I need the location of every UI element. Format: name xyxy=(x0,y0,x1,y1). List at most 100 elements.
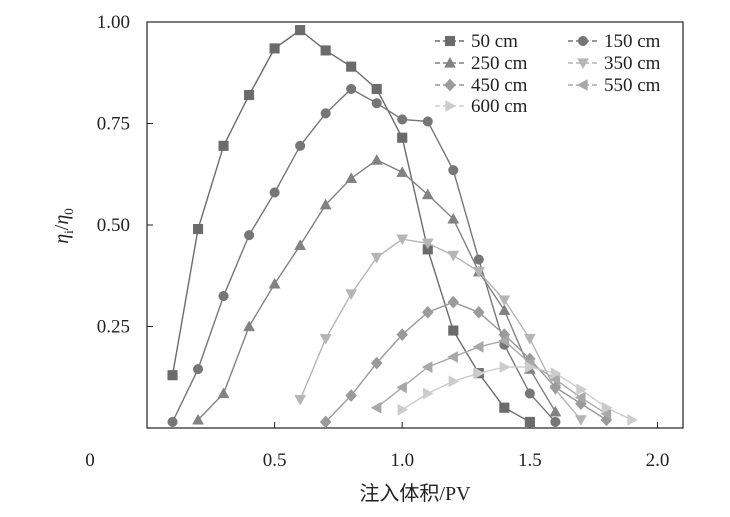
data-point xyxy=(525,361,536,374)
data-point xyxy=(192,413,204,425)
axes: 0 0.5 1.0 1.5 2.0 0.25 0.50 0.75 1.00 xyxy=(85,12,684,471)
y-axis-title-sep: / xyxy=(51,224,73,230)
data-point xyxy=(370,252,383,264)
legend-label: 150 cm xyxy=(604,31,661,52)
data-point xyxy=(269,43,280,54)
data-point xyxy=(447,351,458,363)
y-axis-title: ηi/η0 xyxy=(51,208,76,244)
data-point xyxy=(396,328,409,342)
data-point xyxy=(422,116,433,127)
data-point xyxy=(601,401,613,414)
data-point xyxy=(499,361,511,374)
x-tick-label: 0.5 xyxy=(263,450,287,471)
y-tick-label: 0.75 xyxy=(97,114,130,135)
series-line xyxy=(197,159,556,421)
data-point xyxy=(448,375,460,388)
data-point xyxy=(397,114,408,125)
legend-label: 550 cm xyxy=(604,75,661,96)
legend-marker xyxy=(444,56,456,68)
data-point xyxy=(217,387,230,399)
y-tick-label: 0.50 xyxy=(97,215,130,236)
data-point xyxy=(447,295,460,309)
data-point xyxy=(447,250,460,262)
data-point xyxy=(192,364,204,375)
series-350-cm xyxy=(294,234,587,426)
plot-area xyxy=(167,25,638,429)
data-point xyxy=(346,83,357,95)
plot-frame xyxy=(146,21,684,429)
y-axis-title-sub-0: 0 xyxy=(61,208,76,215)
legend-label: 450 cm xyxy=(471,75,528,96)
data-point xyxy=(294,239,307,250)
data-point xyxy=(473,254,484,265)
data-point xyxy=(345,389,358,402)
data-point xyxy=(319,415,332,429)
series-line xyxy=(299,238,582,421)
data-point xyxy=(167,370,178,381)
data-point xyxy=(371,98,382,109)
data-point xyxy=(447,212,460,224)
data-point xyxy=(523,334,536,345)
series-600-cm xyxy=(397,361,638,426)
series-line xyxy=(376,339,607,415)
data-point xyxy=(499,402,510,413)
y-axis-title-eta-1: η xyxy=(51,234,73,244)
data-point xyxy=(192,224,204,235)
data-point xyxy=(448,165,459,176)
data-point xyxy=(397,132,408,143)
legend-label: 250 cm xyxy=(471,53,528,74)
data-point xyxy=(269,187,280,198)
legend-marker xyxy=(445,100,457,112)
y-axis-title-sub-i: i xyxy=(61,230,76,234)
data-point xyxy=(370,154,383,165)
data-point xyxy=(498,334,509,347)
data-point xyxy=(345,172,358,183)
data-point xyxy=(524,388,535,399)
data-point xyxy=(396,381,407,394)
data-point xyxy=(574,415,587,426)
data-point xyxy=(472,267,485,278)
data-point xyxy=(576,383,587,396)
data-point xyxy=(549,380,562,394)
legend-item: 150 cm xyxy=(568,31,661,52)
series-150-cm xyxy=(167,83,561,427)
data-point xyxy=(549,405,562,417)
legend: 50 cm 150 cm 250 cm 350 cm 450 cm 550 cm 600 c… xyxy=(435,31,661,117)
data-point xyxy=(498,295,511,307)
series-550-cm xyxy=(370,334,612,420)
legend-item: 50 cm xyxy=(435,31,518,52)
data-point xyxy=(370,401,382,414)
data-point xyxy=(319,334,332,345)
data-point xyxy=(472,305,485,319)
data-point xyxy=(421,305,434,319)
legend-item: 450 cm xyxy=(435,75,528,96)
series-line xyxy=(325,301,607,423)
data-point xyxy=(371,83,382,95)
data-point xyxy=(294,394,307,406)
data-point xyxy=(550,416,561,427)
y-tick-label: 0.25 xyxy=(97,317,130,338)
data-point xyxy=(320,108,331,119)
series-450-cm xyxy=(319,295,613,429)
legend-label: 50 cm xyxy=(471,31,518,52)
x-axis-title: 注入体积/PV xyxy=(359,482,471,505)
data-point xyxy=(498,304,511,315)
data-point xyxy=(550,367,562,380)
data-point xyxy=(627,413,638,426)
x-tick-label: 1.0 xyxy=(390,450,414,471)
data-point xyxy=(218,291,229,302)
data-point xyxy=(448,325,459,336)
series-250-cm xyxy=(192,154,562,425)
data-point xyxy=(370,356,383,370)
y-axis-title-eta-2: η xyxy=(51,215,73,225)
legend-marker xyxy=(444,78,456,92)
series-line xyxy=(401,366,633,421)
legend-item: 350 cm xyxy=(568,53,661,74)
y-tick-label: 1.00 xyxy=(97,12,130,33)
x-tick-label: 1.5 xyxy=(518,450,542,471)
legend-marker xyxy=(444,35,456,47)
data-point xyxy=(244,90,255,101)
x-tick-label: 2.0 xyxy=(646,450,670,471)
data-point xyxy=(218,140,229,151)
data-point xyxy=(397,403,409,416)
